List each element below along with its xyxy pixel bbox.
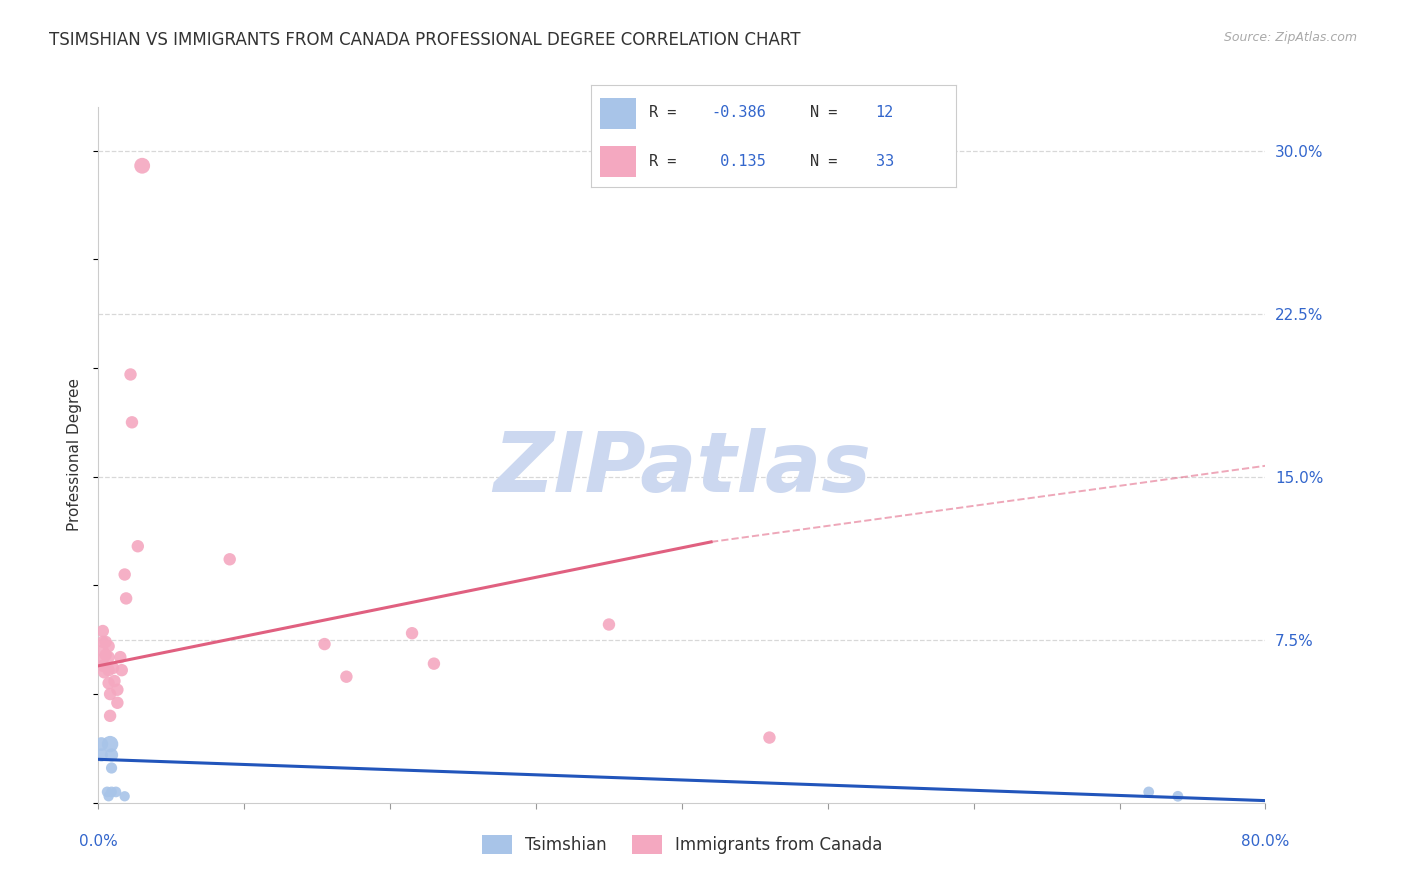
Point xyxy=(115,591,138,606)
Point xyxy=(105,696,128,710)
Point xyxy=(335,670,357,684)
Point xyxy=(103,674,125,689)
Point xyxy=(93,665,115,680)
Point xyxy=(100,761,122,775)
Point xyxy=(98,708,121,723)
Point xyxy=(1167,789,1189,804)
Text: 12: 12 xyxy=(876,105,894,120)
Point xyxy=(401,626,423,640)
Bar xyxy=(599,146,637,177)
Text: TSIMSHIAN VS IMMIGRANTS FROM CANADA PROFESSIONAL DEGREE CORRELATION CHART: TSIMSHIAN VS IMMIGRANTS FROM CANADA PROF… xyxy=(49,31,800,49)
Point xyxy=(423,657,446,671)
Point xyxy=(131,159,153,173)
Point xyxy=(105,682,128,697)
Point xyxy=(91,635,114,649)
Text: 80.0%: 80.0% xyxy=(1241,834,1289,849)
Point xyxy=(91,658,114,673)
Point xyxy=(127,539,149,553)
Text: 33: 33 xyxy=(876,153,894,169)
Point xyxy=(97,650,120,665)
Point xyxy=(97,789,120,804)
Point xyxy=(97,639,120,653)
Text: N =: N = xyxy=(810,153,846,169)
Y-axis label: Professional Degree: Professional Degree xyxy=(67,378,83,532)
Point xyxy=(758,731,780,745)
Point xyxy=(114,567,136,582)
Point xyxy=(97,676,120,690)
Point xyxy=(91,652,114,666)
Text: -0.386: -0.386 xyxy=(711,105,766,120)
Point xyxy=(96,785,118,799)
Point xyxy=(121,415,143,429)
Point xyxy=(91,643,114,657)
Point xyxy=(98,687,121,701)
Point xyxy=(1137,785,1160,799)
Point xyxy=(90,747,112,762)
Text: R =: R = xyxy=(650,153,686,169)
Point xyxy=(111,663,134,677)
Text: ZIPatlas: ZIPatlas xyxy=(494,428,870,509)
Point xyxy=(120,368,142,382)
Text: R =: R = xyxy=(650,105,686,120)
Point xyxy=(91,624,114,638)
Bar xyxy=(599,98,637,128)
Text: 0.0%: 0.0% xyxy=(79,834,118,849)
Point xyxy=(98,737,121,751)
Point xyxy=(104,785,127,799)
Text: Source: ZipAtlas.com: Source: ZipAtlas.com xyxy=(1223,31,1357,45)
Text: N =: N = xyxy=(810,105,846,120)
Point xyxy=(114,789,136,804)
Point xyxy=(101,661,124,675)
Point xyxy=(100,785,122,799)
Point xyxy=(110,650,132,665)
Point xyxy=(94,635,117,649)
Point xyxy=(94,648,117,662)
Point xyxy=(100,747,122,762)
Legend: Tsimshian, Immigrants from Canada: Tsimshian, Immigrants from Canada xyxy=(475,828,889,861)
Point xyxy=(598,617,620,632)
Point xyxy=(90,737,112,751)
Point xyxy=(218,552,240,566)
Point xyxy=(314,637,336,651)
Point xyxy=(97,663,120,677)
Text: 0.135: 0.135 xyxy=(711,153,766,169)
